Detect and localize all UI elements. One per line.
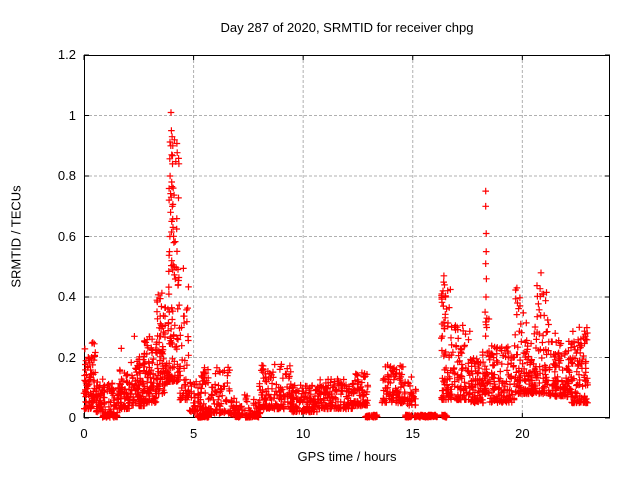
y-axis-label-wrap: SRMTID / TECUs <box>6 55 26 418</box>
y-tick-label: 1.2 <box>57 47 76 62</box>
y-tick-label: 0.2 <box>57 349 76 365</box>
x-tick-label: 10 <box>295 426 311 441</box>
gridlines <box>84 55 610 418</box>
x-axis-label: GPS time / hours <box>297 449 397 464</box>
x-tick-label: 0 <box>80 426 88 441</box>
y-tick-label: 0.4 <box>57 289 76 304</box>
x-tick-label: 5 <box>189 426 198 441</box>
x-tick-label: 15 <box>405 426 420 441</box>
y-tick-label: 1 <box>68 107 76 123</box>
y-axis-label: SRMTID / TECUs <box>8 185 24 288</box>
chart-title: Day 287 of 2020, SRMTID for receiver chp… <box>220 20 474 35</box>
y-tick-label: 0.8 <box>57 168 76 183</box>
data-points-series <box>80 109 591 421</box>
axis-ticks <box>83 54 610 419</box>
y-tick-label: 0 <box>68 410 76 425</box>
scatter-plot-canvas <box>80 54 610 421</box>
y-tick-label: 0.6 <box>57 228 76 244</box>
plot-area <box>80 54 610 421</box>
x-tick-label: 20 <box>515 426 530 441</box>
